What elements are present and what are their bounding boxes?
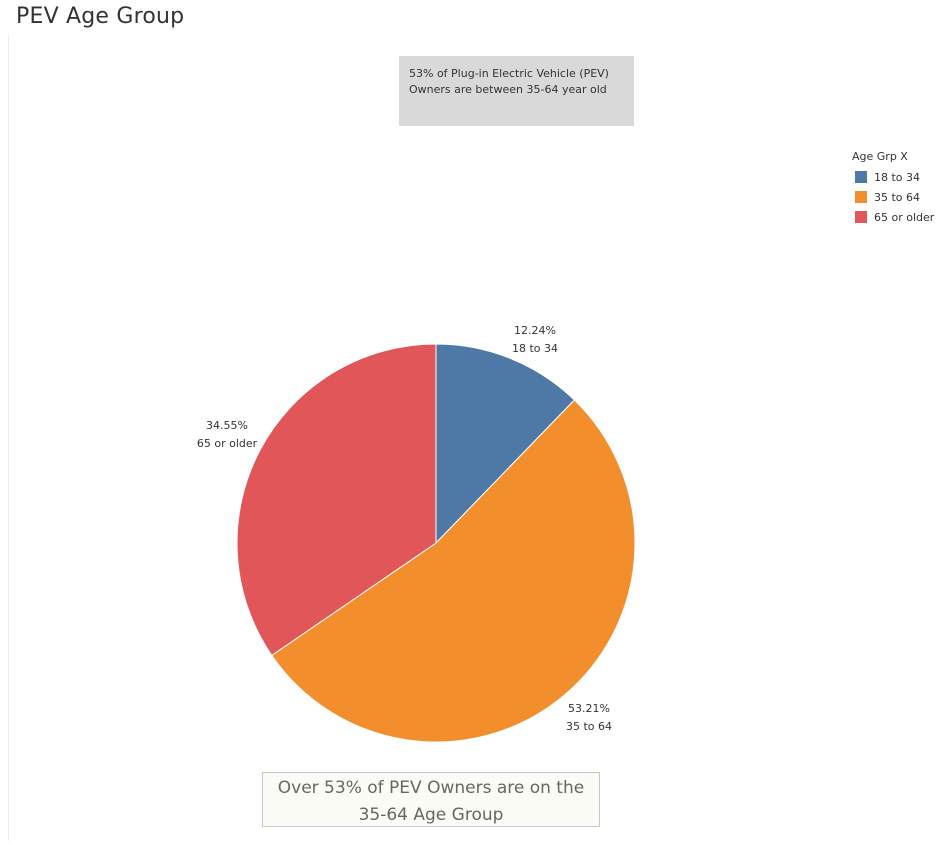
legend-item-18-34[interactable]: 18 to 34 <box>852 167 934 187</box>
legend-swatch-65-older <box>855 211 867 223</box>
pie-slices <box>236 343 636 743</box>
annotation-line-1: 53% of Plug-in Electric Vehicle (PEV) <box>409 67 609 80</box>
slice-18-34[interactable] <box>435 343 576 545</box>
legend-item-35-64[interactable]: 35 to 64 <box>852 187 934 207</box>
page-title: PEV Age Group <box>16 4 185 29</box>
label-18-34-value: 12.24% <box>514 324 556 337</box>
label-65-older-value: 34.55% <box>206 419 248 432</box>
legend: Age Grp X 18 to 34 35 to 64 65 or older <box>852 150 934 227</box>
slice-65-older[interactable] <box>236 343 437 657</box>
label-65-older: 34.55% 65 or older <box>197 419 258 450</box>
label-18-34-category: 18 to 34 <box>512 342 558 355</box>
legend-item-65-older[interactable]: 65 or older <box>852 207 934 227</box>
legend-title: Age Grp X <box>852 150 908 163</box>
legend-label-18-34: 18 to 34 <box>874 170 921 184</box>
caption-box: Over 53% of PEV Owners are on the 35-64 … <box>262 772 600 827</box>
caption-line-1: Over 53% of PEV Owners are on the <box>277 778 585 798</box>
legend-label-35-64: 35 to 64 <box>874 190 921 204</box>
annotation-line-2: Owners are between 35-64 year old <box>409 83 607 96</box>
pie-labels: 12.24% 18 to 34 53.21% 35 to 64 34.55% 65 or … <box>197 324 612 733</box>
slice-35-64[interactable] <box>271 399 636 743</box>
legend-label-65-older: 65 or older <box>874 210 935 224</box>
label-35-64: 53.21% 35 to 64 <box>566 702 612 733</box>
label-65-older-category: 65 or older <box>197 437 258 450</box>
caption-line-2: 35-64 Age Group <box>358 805 504 825</box>
legend-swatch-35-64 <box>855 191 867 203</box>
label-18-34: 12.24% 18 to 34 <box>512 324 558 355</box>
label-35-64-category: 35 to 64 <box>566 720 612 733</box>
left-divider <box>8 36 9 841</box>
legend-swatch-18-34 <box>855 171 867 183</box>
label-35-64-value: 53.21% <box>568 702 610 715</box>
annotation-box: 53% of Plug-in Electric Vehicle (PEV) Ow… <box>399 56 634 126</box>
